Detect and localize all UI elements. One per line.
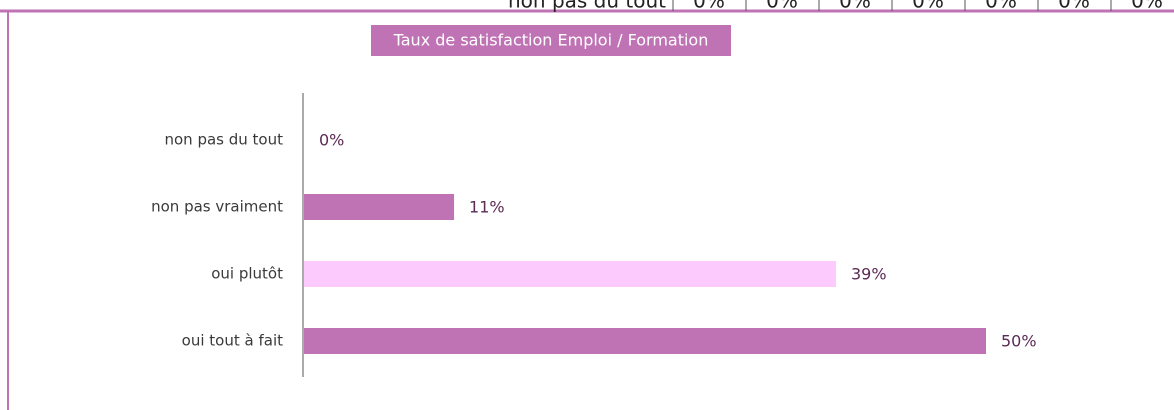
cell: 0% [912, 0, 944, 13]
category-label: non pas du tout [165, 131, 284, 149]
chart-title: Taux de satisfaction Emploi / Formation [393, 31, 709, 50]
bar [304, 194, 455, 220]
bar [304, 261, 836, 287]
cell: 0% [1131, 0, 1163, 13]
cell: 0% [1058, 0, 1090, 13]
title-box [371, 25, 731, 56]
category-label: oui tout à fait [182, 332, 283, 350]
row-label: non pas du tout [508, 0, 666, 13]
cell: 0% [766, 0, 798, 13]
bar [304, 328, 986, 354]
cell: 0% [693, 0, 725, 13]
category-label: oui plutôt [211, 265, 283, 283]
cell: 0% [839, 0, 871, 13]
value-label: 50% [1001, 332, 1037, 351]
value-label: 11% [469, 198, 505, 217]
cell: 0% [985, 0, 1017, 13]
value-label: 0% [319, 131, 344, 150]
category-label: non pas vraiment [151, 198, 283, 216]
value-label: 39% [851, 265, 887, 284]
